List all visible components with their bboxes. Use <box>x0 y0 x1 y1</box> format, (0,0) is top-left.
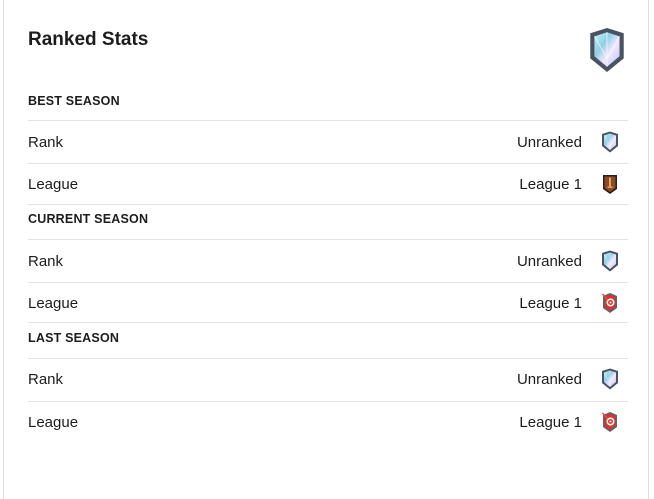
row-value: League 1 <box>519 414 582 431</box>
divider <box>28 204 628 205</box>
row-value: League 1 <box>519 295 582 312</box>
section-heading-best-season: BEST SEASON <box>28 94 120 108</box>
last-season-rank-row: Rank Unranked <box>28 359 628 399</box>
unranked-shield-icon <box>600 250 620 272</box>
row-value: Unranked <box>516 371 582 388</box>
divider <box>28 282 628 283</box>
league-target-badge-icon <box>600 411 620 433</box>
row-value: Unranked <box>516 134 582 151</box>
page-title: Ranked Stats <box>28 29 149 50</box>
unranked-shield-icon <box>600 131 620 153</box>
row-label: League <box>28 176 79 193</box>
row-label: League <box>28 414 79 431</box>
section-heading-last-season: LAST SEASON <box>28 331 120 345</box>
row-value: Unranked <box>516 253 582 270</box>
unranked-shield-icon <box>600 368 620 390</box>
best-season-league-row: League League 1 <box>28 164 628 204</box>
divider <box>28 401 628 402</box>
divider <box>28 322 628 323</box>
current-season-rank-row: Rank Unranked <box>28 241 628 281</box>
last-season-league-row: League League 1 <box>28 402 628 442</box>
row-value: League 1 <box>519 176 582 193</box>
unranked-shield-icon <box>586 27 628 73</box>
divider <box>28 163 628 164</box>
league-target-badge-icon <box>600 292 620 314</box>
divider <box>28 120 628 121</box>
league-sword-badge-icon <box>600 173 620 195</box>
row-label: Rank <box>28 253 64 270</box>
divider <box>28 239 628 240</box>
row-label: League <box>28 295 79 312</box>
best-season-rank-row: Rank Unranked <box>28 122 628 162</box>
row-label: Rank <box>28 134 64 151</box>
row-label: Rank <box>28 371 64 388</box>
ranked-stats-panel <box>3 0 649 499</box>
divider <box>28 358 628 359</box>
current-season-league-row: League League 1 <box>28 283 628 323</box>
section-heading-current-season: CURRENT SEASON <box>28 212 149 226</box>
